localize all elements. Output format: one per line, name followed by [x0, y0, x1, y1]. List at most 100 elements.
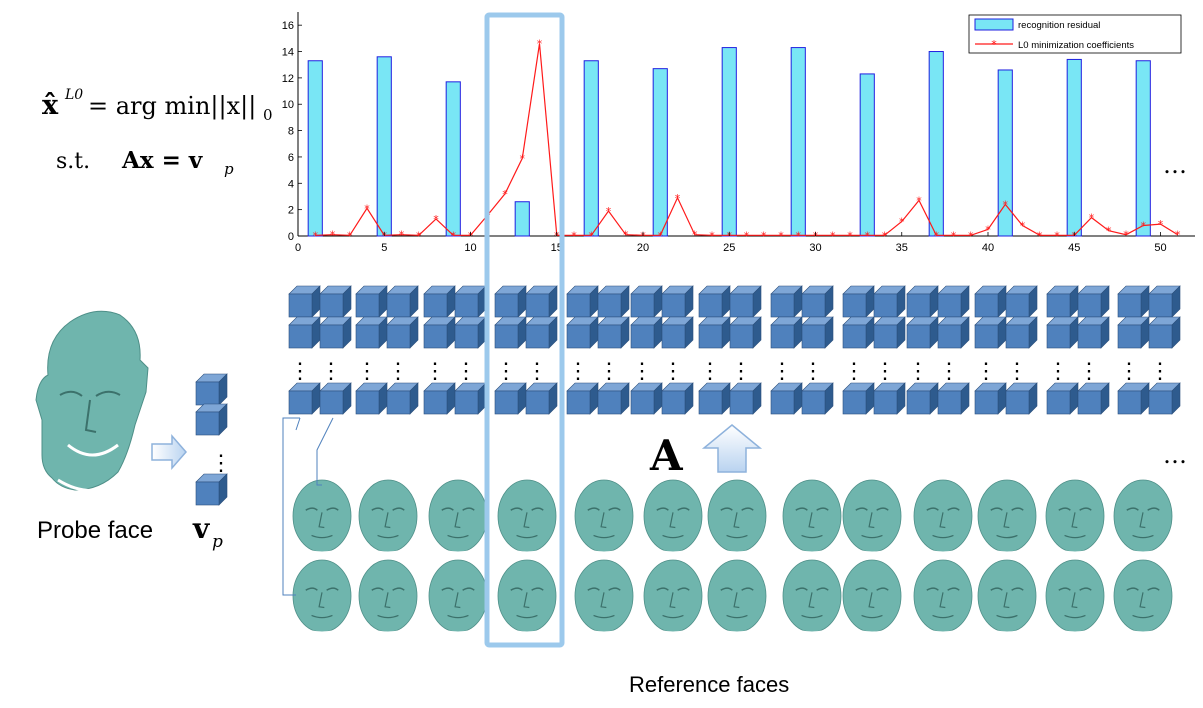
cube: [770, 316, 803, 349]
x-tick-label: 35: [896, 242, 908, 254]
line-point-40: *: [985, 223, 991, 236]
line-point-31: *: [830, 229, 836, 242]
reference-face-bottom-13: [1113, 559, 1173, 634]
cube: [386, 285, 419, 318]
line-point-29: *: [796, 229, 802, 242]
column-vertical-dots: ⋮: [598, 359, 620, 384]
cube: [319, 382, 352, 415]
cube: [423, 382, 456, 415]
cube: [597, 316, 630, 349]
matrix-column-16: ⋮: [801, 285, 834, 415]
line-point-49: *: [1141, 219, 1147, 232]
reference-face-bottom-4: [497, 559, 557, 634]
cube: [288, 285, 321, 318]
matrix-column-18: ⋮: [873, 285, 906, 415]
cube: [355, 382, 388, 415]
x-tick-label: 5: [381, 242, 387, 254]
column-vertical-dots: ⋮: [289, 359, 311, 384]
reference-face-top-6: [643, 479, 703, 554]
line-point-44: *: [1054, 229, 1060, 242]
y-tick-label: 16: [282, 20, 294, 32]
line-point-3: *: [347, 229, 353, 242]
column-vertical-dots: ⋮: [455, 359, 477, 384]
column-vertical-dots: ⋮: [938, 359, 960, 384]
probe-face-mouth: [67, 443, 119, 457]
bar-series-recognition-residual: [307, 47, 1151, 237]
cube: [355, 316, 388, 349]
cube: [729, 285, 762, 318]
cube: [423, 285, 456, 318]
cube: [1148, 285, 1181, 318]
probe-vector-cube: [195, 403, 228, 436]
cube: [386, 382, 419, 415]
matrix-column-23: ⋮: [1046, 285, 1079, 415]
probe-face-edge: [57, 478, 123, 492]
cube: [566, 285, 599, 318]
y-tick-label: 8: [288, 126, 294, 138]
line-point-6: *: [399, 229, 405, 242]
matrix-column-14: ⋮: [729, 285, 762, 415]
x-tick-label: 20: [637, 242, 649, 254]
line-point-17: *: [589, 229, 595, 242]
cube: [1148, 316, 1181, 349]
x-tick-label: 0: [295, 242, 301, 254]
bar-21: [652, 68, 668, 237]
column-vertical-dots: ⋮: [1149, 359, 1171, 384]
reference-face-bottom-5: [574, 559, 634, 634]
cube: [525, 382, 558, 415]
cube: [729, 316, 762, 349]
line-point-26: *: [744, 229, 750, 242]
line-point-47: *: [1106, 225, 1112, 238]
line-point-13: *: [520, 152, 526, 165]
line-point-24: *: [709, 229, 715, 242]
y-tick-label: 2: [288, 205, 294, 217]
column-vertical-dots: ⋮: [843, 359, 865, 384]
chart-legend: recognition residual * L0 minimization c…: [968, 14, 1182, 54]
cube: [661, 285, 694, 318]
line-point-50: *: [1158, 218, 1164, 231]
x-tick-label: 10: [464, 242, 476, 254]
matrix-column-24: ⋮: [1077, 285, 1110, 415]
line-point-9: *: [451, 229, 457, 242]
y-tick-label: 0: [288, 231, 294, 243]
connector-tick-1: [295, 417, 301, 431]
probe-face: [35, 310, 149, 492]
connector-line-2: [316, 417, 334, 486]
reference-face-bottom-1: [292, 559, 352, 634]
cube: [698, 382, 731, 415]
cube: [906, 285, 939, 318]
line-point-7: *: [416, 229, 422, 242]
probe-vector-sub: p: [212, 532, 223, 552]
matrix-column-15: ⋮: [770, 285, 803, 415]
reference-face-top-13: [1113, 479, 1173, 554]
formula-rhs-argmin: = arg min||x||: [88, 92, 256, 121]
reference-face-top-1: [292, 479, 352, 554]
reference-faces: [292, 479, 1173, 634]
cube: [906, 382, 939, 415]
matrix-column-5: ⋮: [423, 285, 456, 415]
reference-face-bottom-6: [643, 559, 703, 634]
legend-label-recognition-residual: recognition residual: [1018, 20, 1100, 31]
reference-faces-label: Reference faces: [629, 672, 789, 697]
matrix-column-12: ⋮: [661, 285, 694, 415]
cube: [1117, 285, 1150, 318]
formula: x̂ L0 = arg min||x|| 0 s.t. Ax = v p: [42, 87, 273, 178]
column-vertical-dots: ⋮: [387, 359, 409, 384]
x-tick-label: 30: [809, 242, 821, 254]
cube: [630, 382, 663, 415]
line-point-8: *: [433, 213, 439, 226]
column-vertical-dots: ⋮: [424, 359, 446, 384]
column-vertical-dots: ⋮: [356, 359, 378, 384]
matrix-column-11: ⋮: [630, 285, 663, 415]
line-point-22: *: [675, 192, 681, 205]
column-vertical-dots: ⋮: [1078, 359, 1100, 384]
column-vertical-dots: ⋮: [771, 359, 793, 384]
x-tick-label: 45: [1068, 242, 1080, 254]
cube: [937, 382, 970, 415]
line-point-12: *: [502, 188, 508, 201]
cube: [842, 316, 875, 349]
matrix-column-2: ⋮: [319, 285, 352, 415]
cube: [630, 316, 663, 349]
column-vertical-dots: ⋮: [1118, 359, 1140, 384]
column-vertical-dots: ⋮: [320, 359, 342, 384]
